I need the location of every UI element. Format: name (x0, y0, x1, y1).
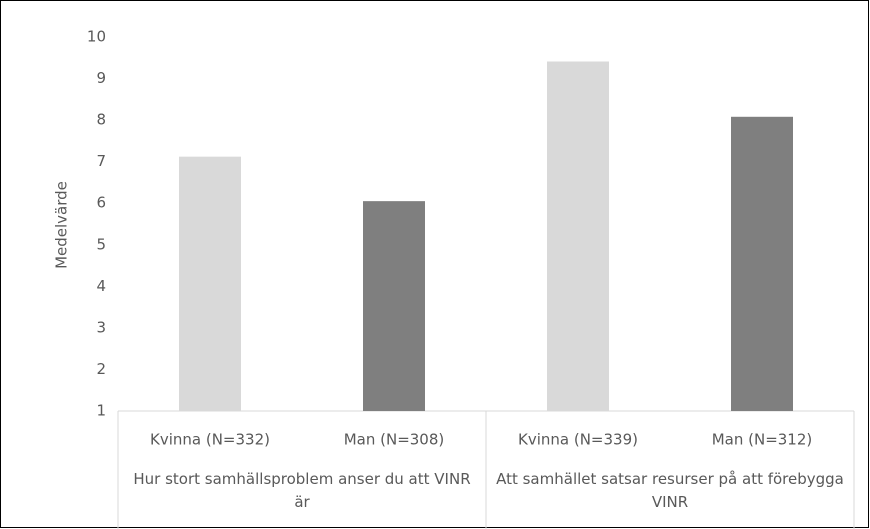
y-tick-label: 2 (96, 360, 106, 378)
group-label: Att samhället satsar resurser på att för… (496, 470, 844, 511)
x-tick-label: Man (N=308) (344, 431, 445, 449)
y-tick-label: 3 (96, 318, 106, 336)
group-label: Hur stort samhällsproblem anser du att V… (133, 470, 471, 511)
y-tick-label: 8 (96, 111, 106, 129)
bar (731, 116, 793, 411)
bar (547, 61, 609, 412)
x-tick-label: Man (N=312) (712, 431, 813, 449)
y-tick-label: 6 (96, 194, 106, 212)
y-tick-label: 9 (96, 69, 106, 87)
y-axis-label: Medelvärde (53, 181, 71, 269)
y-tick-label: 1 (96, 402, 106, 420)
y-tick-label: 7 (96, 152, 106, 170)
bar (179, 156, 241, 411)
y-tick-label: 4 (96, 277, 106, 295)
bar (363, 201, 425, 411)
y-tick-label: 5 (96, 235, 106, 253)
y-tick-label: 10 (87, 28, 106, 46)
x-tick-label: Kvinna (N=339) (518, 431, 638, 449)
x-tick-label: Kvinna (N=332) (150, 431, 270, 449)
